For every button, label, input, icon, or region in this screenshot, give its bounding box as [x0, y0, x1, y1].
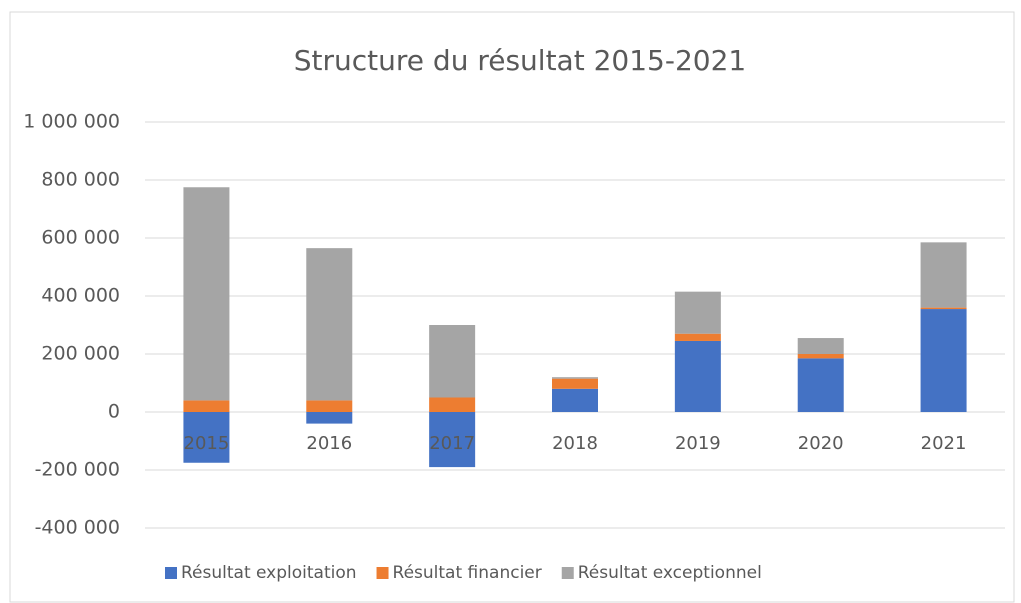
legend-label: Résultat exceptionnel [578, 563, 762, 583]
y-tick-label: 0 [108, 401, 120, 423]
x-tick-label: 2019 [675, 433, 721, 454]
chart-frame [9, 11, 1015, 603]
bar-segment [674, 340, 721, 412]
y-tick-label: 200 000 [41, 343, 120, 365]
bar-segment [920, 242, 967, 308]
bar-segment [674, 291, 721, 334]
legend-label: Résultat exploitation [181, 563, 357, 583]
bar-segment [797, 338, 844, 354]
legend-label: Résultat financier [393, 563, 542, 583]
x-tick-label: 2015 [184, 433, 230, 454]
bar-segment [797, 358, 844, 412]
bar-segment [797, 354, 844, 359]
bar-segment [429, 325, 476, 398]
legend-swatch [165, 567, 177, 579]
chart-title: Structure du résultat 2015-2021 [294, 44, 746, 77]
bar-segment [183, 400, 230, 412]
bar-segment [306, 248, 353, 401]
bar-segment [183, 412, 230, 463]
legend-swatch [561, 567, 574, 579]
x-tick-label: 2020 [798, 433, 844, 454]
y-tick-label: 800 000 [41, 169, 120, 191]
bar-segment [552, 378, 598, 389]
y-tick-label: -400 000 [35, 517, 120, 539]
y-tick-label: 600 000 [41, 227, 120, 249]
x-tick-label: 2021 [921, 433, 967, 454]
y-tick-label: -200 000 [35, 459, 120, 481]
x-tick-label: 2016 [306, 433, 352, 454]
y-tick-label: 400 000 [41, 285, 120, 307]
bar-segment [552, 377, 598, 379]
x-tick-label: 2018 [552, 433, 598, 454]
bar-segment [920, 307, 967, 310]
bar-segment [306, 412, 353, 424]
bar-segment [674, 333, 721, 341]
legend-swatch [376, 567, 389, 579]
bar-segment [552, 388, 598, 412]
bar-segment [429, 412, 476, 468]
bar-segment [429, 397, 476, 412]
bar-segment [306, 400, 353, 412]
bar-segment [183, 187, 230, 401]
x-tick-label: 2017 [429, 433, 475, 454]
bar-segment [920, 309, 967, 412]
y-tick-label: 1 000 000 [23, 111, 120, 133]
